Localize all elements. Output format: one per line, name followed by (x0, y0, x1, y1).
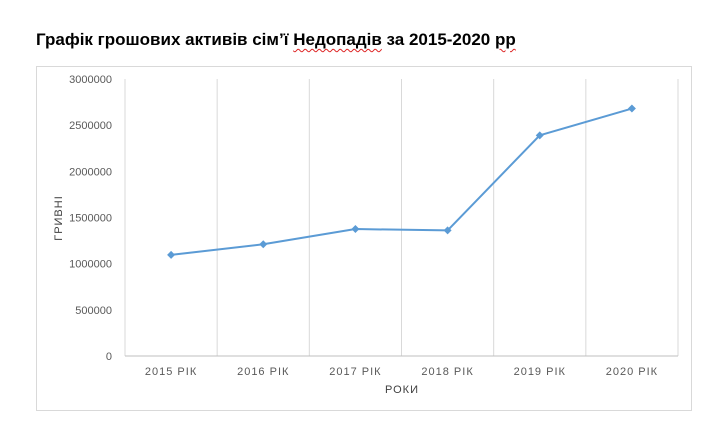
data-point-marker (627, 104, 636, 113)
chart-title: Графік грошових активів сім’ї Недопадів … (36, 30, 516, 50)
data-point-marker (443, 226, 452, 235)
y-tick-label: 2000000 (69, 166, 112, 178)
title-text-part: за 2015-2020 (381, 30, 495, 49)
x-tick-label: 2016 РІК (237, 366, 289, 378)
x-tick-label: 2018 РІК (421, 366, 473, 378)
title-spellcheck-word: Недопадів (293, 30, 382, 49)
x-axis-label: РОКИ (385, 384, 419, 396)
y-tick-label: 0 (106, 351, 112, 363)
y-tick-label: 1000000 (69, 259, 112, 271)
x-tick-label: 2015 РІК (145, 366, 197, 378)
y-axis-ticks: 0 500000 1000000 1500000 2000000 2500000 30000… (69, 74, 112, 363)
x-tick-label: 2017 РІК (329, 366, 381, 378)
y-tick-label: 3000000 (69, 74, 112, 86)
y-tick-label: 1500000 (69, 213, 112, 225)
data-point-marker (259, 240, 268, 249)
title-spellcheck-word: рр (494, 30, 516, 49)
series-line (170, 107, 633, 256)
data-point-marker (535, 131, 544, 140)
data-point-marker (351, 225, 360, 234)
x-tick-label: 2019 РІК (514, 366, 566, 378)
y-tick-label: 500000 (75, 305, 112, 317)
x-axis-ticks: 2015 РІК 2016 РІК 2017 РІК 2018 РІК 2019 РІК… (145, 366, 658, 378)
y-axis-label: ГРИВНІ (53, 195, 65, 241)
x-tick-label: 2020 РІК (606, 366, 658, 378)
gridlines (124, 79, 679, 357)
series-group (167, 104, 636, 259)
y-tick-label: 2500000 (69, 120, 112, 132)
data-point-marker (167, 250, 176, 259)
title-text-part: Графік грошових активів сім’ї (36, 30, 294, 49)
